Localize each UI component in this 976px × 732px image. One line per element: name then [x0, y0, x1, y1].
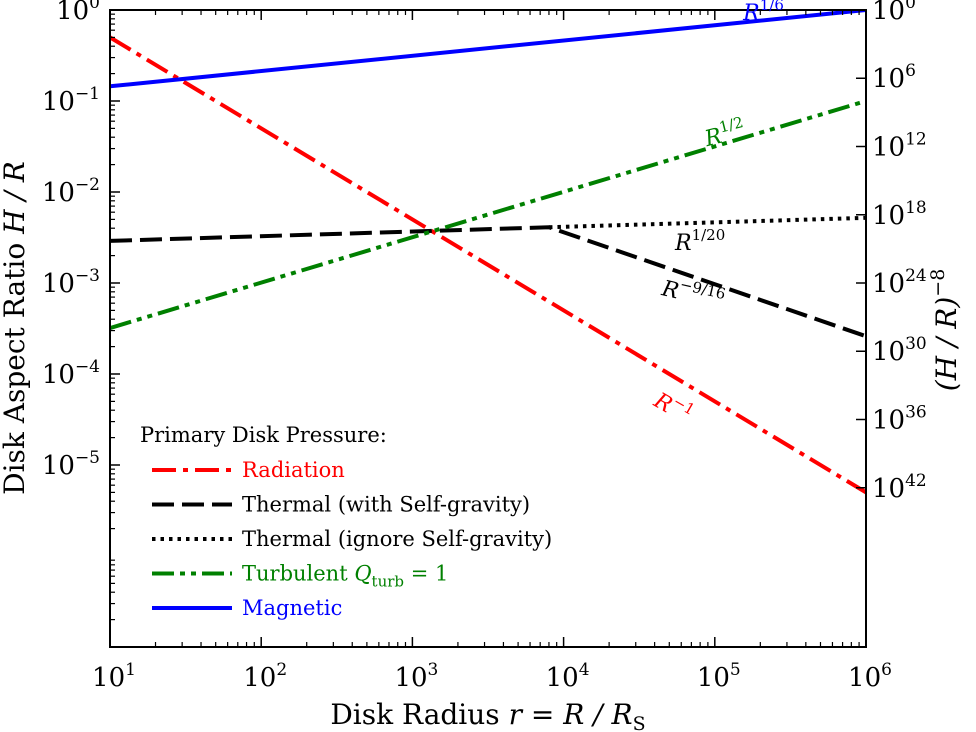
- legend-label-radiation: Radiation: [242, 458, 345, 482]
- y-right-axis-title: (H / R)−8: [927, 269, 963, 392]
- axis-titles: Disk Radius r = R / RS Disk Aspect Ratio …: [0, 161, 963, 732]
- x-tick-label: 101: [92, 660, 136, 693]
- y-right-tick-label: 1030: [872, 334, 927, 367]
- y-axis-title: Disk Aspect Ratio H / R: [0, 161, 31, 495]
- y-tick-label: 10−2: [42, 175, 100, 208]
- legend-label-thermal-sg: Thermal (with Self-gravity): [242, 493, 530, 517]
- legend-label-magnetic: Magnetic: [242, 596, 342, 620]
- legend: Primary Disk Pressure: Radiation Thermal (…: [140, 423, 552, 620]
- y-right-tick-label: 106: [872, 61, 916, 94]
- y-right-tick-label: 1042: [872, 471, 927, 504]
- annotation-radiation: R−1: [649, 383, 698, 429]
- y-right-tick-label: 1024: [872, 266, 927, 299]
- plot-frame: [109, 9, 867, 648]
- x-tick-label: 102: [243, 660, 287, 693]
- ticks-layer: [109, 9, 867, 647]
- labels-layer: 101 102 103 104 105 106 100 10−1 10−2 10−3 10−4 10−…: [42, 0, 927, 693]
- legend-title: Primary Disk Pressure:: [140, 423, 387, 447]
- y-tick-label: 10−5: [42, 448, 100, 481]
- x-tick-label: 105: [697, 660, 741, 693]
- y-tick-label: 100: [56, 0, 100, 26]
- x-tick-label: 104: [546, 660, 590, 693]
- annotation-thermal-nosg: R1/20: [674, 226, 725, 256]
- y-tick-label: 10−4: [42, 357, 100, 390]
- y-tick-label: 10−1: [42, 84, 100, 117]
- series-thermal-sg-line: [110, 225, 866, 339]
- series-thermal-nosg-line: [548, 215, 866, 230]
- legend-label-thermal-nosg: Thermal (ignore Self-gravity): [242, 527, 552, 551]
- x-tick-label: 106: [848, 660, 892, 693]
- series-radiation-line: [110, 35, 866, 495]
- series-layer: [110, 10, 866, 495]
- legend-label-turbulent: Turbulent Qturb = 1: [242, 562, 448, 591]
- annotation-magnetic: R1/6: [742, 0, 784, 26]
- series-magnetic-line: [110, 10, 866, 89]
- y-right-tick-label: 1012: [872, 129, 927, 162]
- y-tick-label: 10−3: [42, 266, 100, 299]
- x-axis-title: Disk Radius r = R / RS: [330, 698, 645, 732]
- annotation-turbulent: R1/2: [700, 113, 748, 152]
- x-tick-label: 103: [394, 660, 438, 693]
- y-right-tick-label: 100: [872, 0, 916, 26]
- series-turbulent-line: [110, 99, 866, 330]
- annotation-thermal-sg: R−9/16: [658, 271, 727, 315]
- annotations: R1/6 R1/2 R1/20 R−9/16 R−1: [649, 0, 784, 429]
- y-right-tick-label: 1036: [872, 402, 927, 435]
- y-right-tick-label: 1018: [872, 198, 927, 231]
